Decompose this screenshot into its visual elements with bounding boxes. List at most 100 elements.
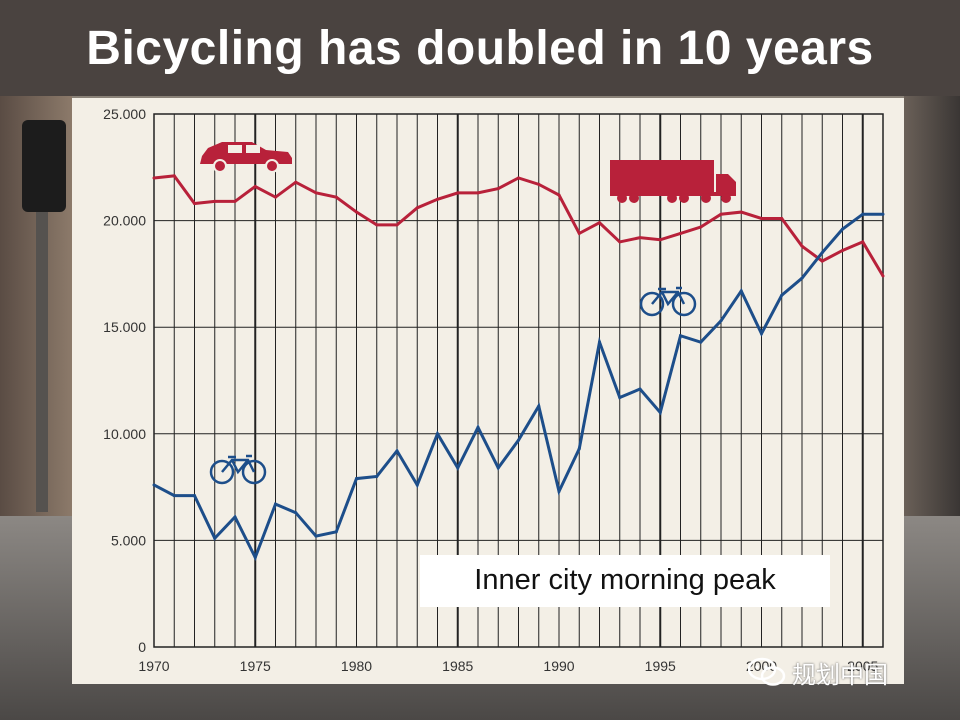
watermark-text: 规划中国 <box>792 660 888 689</box>
bicycle-data-point <box>355 477 358 481</box>
traffic-light-pole <box>36 212 48 512</box>
bicycle-data-point <box>517 438 520 442</box>
motor-data-point <box>598 221 601 225</box>
bicycle-data-point <box>152 483 156 487</box>
bicycle-data-point <box>820 251 824 255</box>
truck-icon <box>610 160 736 203</box>
car-icon <box>200 142 292 173</box>
motor-data-point <box>699 225 703 229</box>
bicycle-data-point <box>780 293 784 297</box>
x-tick-label: 1975 <box>240 658 271 674</box>
y-tick-label: 20.000 <box>103 213 146 229</box>
y-tick-label: 5.000 <box>111 532 146 548</box>
motor-data-point <box>294 180 298 184</box>
bicycle-data-point <box>638 387 642 391</box>
bicycle-data-point <box>719 319 723 323</box>
bicycle-data-point <box>577 447 581 451</box>
motor-data-point <box>436 197 439 201</box>
background-building-right <box>904 96 960 516</box>
bicycle-data-point <box>233 515 237 519</box>
bicycle-data-point <box>476 425 480 429</box>
bicycle-data-point <box>375 474 379 478</box>
bicycle-data-point <box>598 340 601 344</box>
bicycle-data-point <box>436 432 439 436</box>
bicycle-data-point <box>881 212 885 216</box>
motor-data-point <box>253 184 257 188</box>
bicycle-data-point <box>618 396 622 400</box>
motor-data-point <box>476 191 480 195</box>
bicycle-data-point <box>658 410 662 414</box>
bicycle-data-point <box>334 530 338 534</box>
motor-data-point <box>638 236 642 240</box>
motor-data-point <box>355 210 358 214</box>
bicycle-data-point <box>841 227 844 231</box>
motor-data-point <box>334 195 338 199</box>
motor-data-point <box>760 216 763 220</box>
bicycle-data-point <box>415 483 419 487</box>
bicycle-data-point <box>800 276 804 280</box>
bicycle-data-point <box>537 404 541 408</box>
bicycle-data-point <box>253 555 257 559</box>
y-tick-label: 0 <box>138 639 146 655</box>
motor-data-point <box>861 240 865 244</box>
motor-data-point <box>719 212 723 216</box>
traffic-light <box>22 120 66 212</box>
motor-data-point <box>496 187 500 191</box>
bicycle-data-point <box>172 494 176 498</box>
motor-data-point <box>274 195 277 199</box>
axes: 0 5.000 10.000 15.000 20.000 25.000 1970 1975 19… <box>103 106 884 674</box>
bicycle-data-point <box>861 212 865 216</box>
motor-data-point <box>780 216 784 220</box>
motor-data-point <box>172 174 176 178</box>
motor-data-point <box>375 223 379 227</box>
motor-data-point <box>193 202 196 206</box>
x-tick-label: 1985 <box>442 658 473 674</box>
motor-data-point <box>233 199 237 203</box>
bicycle-data-point <box>739 289 743 293</box>
motor-data-point <box>577 231 581 235</box>
x-tick-label: 1990 <box>543 658 574 674</box>
motor-data-point <box>881 274 885 278</box>
motor-data-point <box>152 176 156 180</box>
bicycle-data-point <box>314 534 318 538</box>
x-tick-label: 1980 <box>341 658 372 674</box>
bicycle-data-point <box>456 466 460 470</box>
series-icons <box>200 142 736 485</box>
annotation-text: Inner city morning peak <box>474 564 776 596</box>
y-tick-label: 25.000 <box>103 106 146 122</box>
title-bar: Bicycling has doubled in 10 years <box>0 0 960 96</box>
motor-data-point <box>314 191 318 195</box>
line-chart: 0 5.000 10.000 15.000 20.000 25.000 1970 1975 19… <box>103 106 885 674</box>
motor-data-point <box>517 176 520 180</box>
bicycle-data-point <box>294 511 298 515</box>
motor-data-point <box>679 231 682 235</box>
motor-data-point <box>739 210 743 214</box>
y-tick-label: 15.000 <box>103 319 146 335</box>
bicycle-data-point <box>395 449 399 453</box>
motor-data-point <box>456 191 460 195</box>
bicycle-data-point <box>760 332 763 336</box>
y-tick-label: 10.000 <box>103 426 146 442</box>
bicycle-data-point <box>679 334 682 338</box>
motor-data-point <box>395 223 399 227</box>
motor-data-point <box>557 193 561 197</box>
x-tick-label: 2005 <box>847 658 878 674</box>
motor-data-point <box>618 240 622 244</box>
motor-data-point <box>415 206 419 210</box>
plot-border <box>153 113 884 648</box>
motor-data-point <box>213 199 217 203</box>
x-tick-label: 1970 <box>138 658 169 674</box>
motor-data-point <box>820 259 824 263</box>
annotation-box: Inner city morning peak <box>420 555 830 607</box>
bicycle-data-point <box>699 340 703 344</box>
motor-data-point <box>658 238 662 242</box>
wechat-icon <box>748 657 786 686</box>
x-tick-label: 1995 <box>645 658 676 674</box>
bicycle-data-point <box>193 494 196 498</box>
bicycle-data-point <box>496 466 500 470</box>
motor-data-point <box>800 244 804 248</box>
bicycle-icon <box>209 454 267 485</box>
bicycle-data-point <box>557 489 561 493</box>
motor-data-point <box>537 182 541 186</box>
bicycle-icon <box>639 286 697 317</box>
